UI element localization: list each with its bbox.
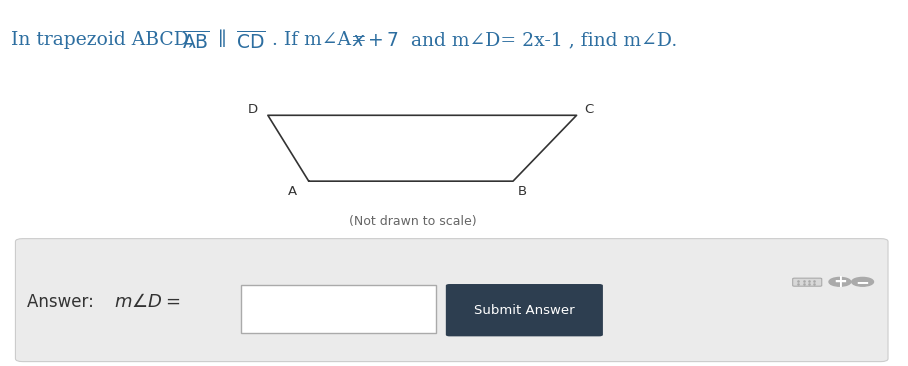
Text: Answer:: Answer: — [27, 293, 99, 311]
Text: (Not drawn to scale): (Not drawn to scale) — [350, 215, 477, 228]
Circle shape — [852, 277, 873, 286]
Text: $x + 7$: $x + 7$ — [352, 31, 400, 50]
Bar — [241, 285, 436, 333]
Text: B: B — [518, 184, 527, 198]
Text: . If m∠A=: . If m∠A= — [272, 31, 373, 49]
Text: and m∠D= 2x-1 , find m∠D.: and m∠D= 2x-1 , find m∠D. — [405, 31, 677, 49]
Text: −: − — [855, 273, 870, 291]
FancyBboxPatch shape — [15, 239, 888, 362]
Text: ∥: ∥ — [218, 31, 226, 49]
Circle shape — [829, 277, 851, 286]
Text: C: C — [584, 103, 593, 116]
Text: $m\angle D =$: $m\angle D =$ — [114, 293, 180, 311]
FancyBboxPatch shape — [446, 284, 603, 336]
Text: D: D — [247, 103, 258, 116]
Text: $\overline{\mathrm{AB}}$: $\overline{\mathrm{AB}}$ — [182, 31, 209, 53]
Text: $\overline{\mathrm{CD}}$: $\overline{\mathrm{CD}}$ — [236, 31, 266, 53]
Text: A: A — [288, 184, 297, 198]
Text: In trapezoid ABCD,: In trapezoid ABCD, — [11, 31, 200, 49]
Text: +: + — [833, 273, 847, 291]
FancyBboxPatch shape — [793, 278, 822, 286]
Text: Submit Answer: Submit Answer — [474, 304, 575, 317]
